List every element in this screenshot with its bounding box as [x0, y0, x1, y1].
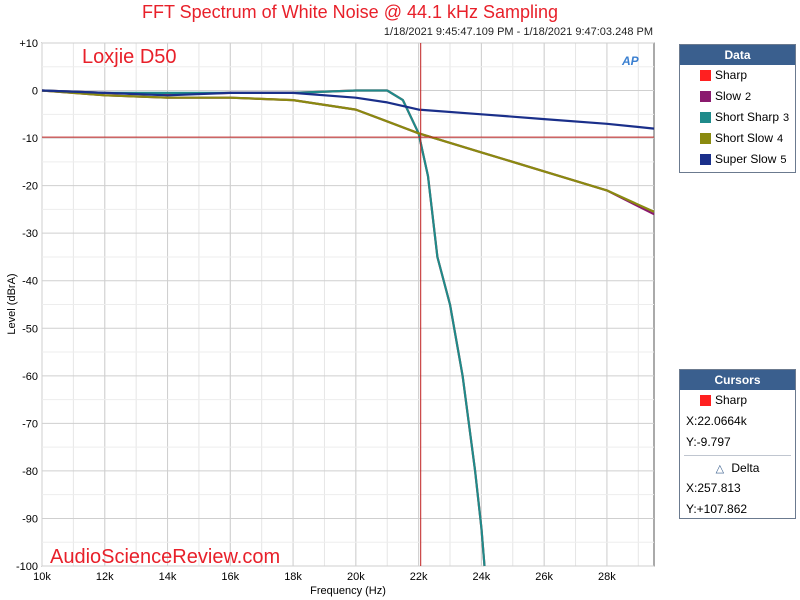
cursor-y-value: Y:-9.797 [686, 435, 731, 449]
cursor-divider [684, 455, 791, 456]
x-tick-label: 26k [535, 571, 553, 583]
grid-layer [41, 42, 654, 567]
ap-logo-icon: AP [621, 54, 640, 68]
y-tick-label: 0 [32, 86, 38, 98]
legend-swatch [700, 112, 711, 123]
legend-item[interactable]: Slow 2 [680, 86, 795, 107]
cursor-trace[interactable]: Sharp [680, 390, 795, 411]
x-tick-label: 18k [284, 571, 302, 583]
y-tick-label: +10 [19, 38, 38, 50]
cursor-layer [42, 43, 654, 566]
series-layer [41, 89, 655, 567]
y-axis-label: Level (dBrA) [6, 273, 18, 334]
y-tick-label: -70 [22, 418, 38, 430]
x-tick-label: 16k [221, 571, 239, 583]
y-tick-label: -90 [22, 513, 38, 525]
legend-swatch [700, 154, 711, 165]
device-label: Loxjie D50 [82, 46, 177, 68]
legend-number: 3 [783, 112, 790, 124]
legend-label: Short Sharp [715, 110, 780, 124]
legend-number: 2 [745, 91, 752, 103]
x-tick-label: 10k [33, 571, 51, 583]
x-tick-label: 14k [159, 571, 177, 583]
legend-swatch [700, 91, 711, 102]
delta-label: Delta [731, 461, 760, 475]
x-tick-label: 22k [410, 571, 428, 583]
y-tick-label: -50 [22, 323, 38, 335]
legend-number: 4 [777, 133, 784, 145]
legend-item[interactable]: Short Slow 4 [680, 128, 795, 149]
y-tick-label: -40 [22, 276, 38, 288]
measurement-timestamp: 1/18/2021 9:45:47.109 PM - 1/18/2021 9:4… [383, 26, 653, 38]
legend-list: Sharp Slow 2 Short Sharp 3 Short Slow 4 Super S… [680, 65, 795, 170]
legend-swatch [700, 133, 711, 144]
delta-y-value: Y:+107.862 [686, 502, 748, 516]
legend-item[interactable]: Short Sharp 3 [680, 107, 795, 128]
y-tick-label: -60 [22, 371, 38, 383]
delta-header[interactable]: △ Delta [680, 458, 795, 478]
series-line-short-slow [41, 89, 655, 213]
y-tick-label: -10 [22, 133, 38, 145]
cursors-panel: Cursors Sharp X:22.0664k Y:-9.797 △ Delt… [679, 369, 796, 519]
legend-label: Sharp [715, 68, 748, 82]
cursor-trace-swatch [700, 395, 711, 406]
cursor-x-value: X:22.0664k [686, 414, 747, 428]
legend-number: 5 [780, 154, 787, 166]
cursor-trace-label: Sharp [715, 393, 748, 407]
legend-header: Data [680, 45, 795, 65]
y-tick-label: -80 [22, 466, 38, 478]
watermark: AudioScienceReview.com [50, 546, 280, 568]
y-tick-label: -20 [22, 181, 38, 193]
x-tick-label: 28k [598, 571, 616, 583]
cursors-header: Cursors [680, 370, 795, 390]
x-axis-label: Frequency (Hz) [310, 585, 386, 597]
x-tick-label: 12k [96, 571, 114, 583]
series-line-super-slow [41, 89, 655, 130]
legend-label: Short Slow [715, 131, 774, 145]
legend-label: Super Slow [715, 152, 777, 166]
legend-item[interactable]: Super Slow 5 [680, 149, 795, 170]
legend-swatch [700, 70, 711, 81]
x-tick-label: 24k [473, 571, 491, 583]
chart-title: FFT Spectrum of White Noise @ 44.1 kHz S… [141, 2, 559, 22]
legend-panel: Data Sharp Slow 2 Short Sharp 3 Short Slow 4 Su… [679, 44, 796, 173]
legend-item[interactable]: Sharp [680, 65, 795, 86]
y-tick-label: -100 [16, 561, 38, 573]
x-tick-label: 20k [347, 571, 365, 583]
delta-x-value: X:257.813 [686, 481, 741, 495]
tick-layer: 10k 12k 14k 16k 18k 20k 22k 24k 26k 28k +10 0 -10 -20… [16, 38, 616, 583]
series-line-short-sharp [41, 89, 486, 567]
legend-label: Slow [715, 89, 742, 103]
y-tick-label: -30 [22, 228, 38, 240]
delta-triangle-icon: △ [715, 463, 725, 475]
